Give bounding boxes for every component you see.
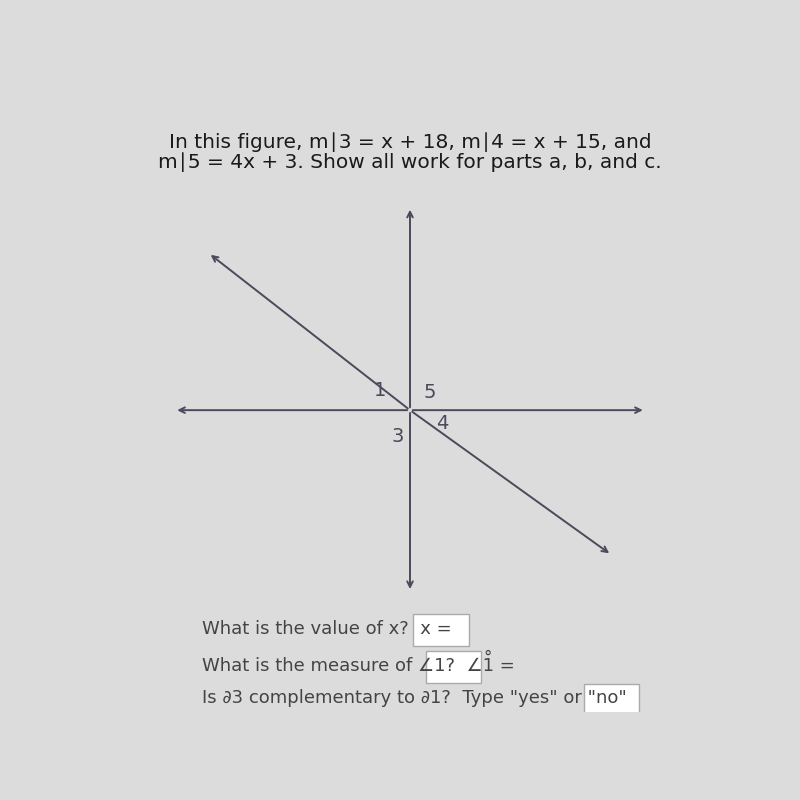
Text: Is ∂3 complementary to ∂1?  Type "yes" or "no": Is ∂3 complementary to ∂1? Type "yes" or… (202, 690, 627, 707)
Text: 1: 1 (374, 381, 386, 400)
FancyBboxPatch shape (584, 684, 639, 716)
Text: In this figure, m∣3 = x + 18, m∣4 = x + 15, and: In this figure, m∣3 = x + 18, m∣4 = x + … (169, 132, 651, 152)
Text: What is the measure of ∠1?  ∠1 =: What is the measure of ∠1? ∠1 = (202, 657, 515, 675)
Text: What is the value of x?  x =: What is the value of x? x = (202, 620, 452, 638)
Text: °: ° (483, 649, 491, 666)
FancyBboxPatch shape (413, 614, 469, 646)
FancyBboxPatch shape (426, 651, 482, 683)
Text: 5: 5 (423, 383, 436, 402)
Text: 3: 3 (391, 426, 404, 446)
Text: m∣5 = 4x + 3. Show all work for parts a, b, and c.: m∣5 = 4x + 3. Show all work for parts a,… (158, 152, 662, 172)
Text: 4: 4 (436, 414, 449, 434)
